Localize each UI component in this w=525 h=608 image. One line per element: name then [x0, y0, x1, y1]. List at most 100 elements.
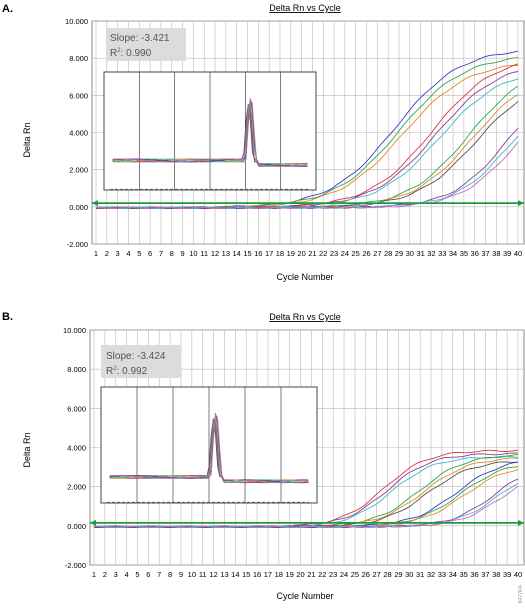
chart-panel-b: B. Delta Rn vs Cycle 1 2 3 4 5 6 7 8 9 10 11 12 13 14…	[0, 303, 525, 603]
x-tick-label: 9	[180, 249, 184, 258]
chart-b-slope: Slope: -3.424	[106, 351, 166, 362]
series-line	[95, 135, 519, 209]
chart-b-title: Delta Rn vs Cycle	[269, 312, 341, 322]
x-tick-label: 18	[275, 570, 283, 579]
x-tick-label: 33	[438, 570, 446, 579]
chart-panel-a: A. Delta Rn vs Cycle 1 2 3 4 5 6 7 8 9 10 11 12 13 14…	[0, 0, 525, 300]
x-tick-label: 5	[135, 570, 139, 579]
x-tick-label: 18	[276, 249, 284, 258]
x-tick-label: 6	[148, 249, 152, 258]
y-tick-label: 10.000	[63, 326, 86, 335]
x-tick-label: 27	[373, 249, 381, 258]
x-tick-label: 15	[242, 570, 250, 579]
x-tick-label: 4	[125, 570, 129, 579]
y-tick-label: 8.000	[67, 365, 86, 374]
x-tick-label: 29	[395, 249, 403, 258]
threshold-arrow-right	[518, 200, 524, 207]
panel-b-label: B.	[2, 311, 13, 323]
x-tick-label: 14	[232, 249, 240, 258]
chart-a-plot: 1 2 3 4 5 6 7 8 9 10 11 12 13 14 15 16 17 18 19 20 21 22 23 24 2…	[65, 17, 525, 258]
chart-a-svg: A. Delta Rn vs Cycle 1 2 3 4 5 6 7 8 9 10 11 12 13 14…	[2, 3, 525, 282]
chart-b-ylabel: Delta Rn	[22, 432, 32, 467]
y-tick-label: -2.000	[67, 240, 88, 249]
x-tick-label: 34	[449, 249, 457, 258]
x-tick-label: 22	[318, 570, 326, 579]
x-tick-label: 37	[481, 249, 489, 258]
chart-a-annotation-box	[106, 28, 186, 61]
x-tick-label: 30	[406, 249, 414, 258]
x-tick-label: 1	[94, 249, 98, 258]
inset-series-line	[112, 98, 308, 167]
chart-b-xlabel: Cycle Number	[276, 591, 333, 601]
x-tick-label: 39	[503, 570, 511, 579]
x-tick-label: 20	[297, 249, 305, 258]
x-tick-label: 10	[188, 570, 196, 579]
x-tick-label: 6	[146, 570, 150, 579]
x-tick-label: 35	[459, 570, 467, 579]
x-tick-label: 30	[405, 570, 413, 579]
chart-b-annotation-box	[101, 345, 181, 378]
x-tick-label: 24	[341, 249, 349, 258]
x-tick-label: 28	[383, 570, 391, 579]
x-tick-label: 27	[372, 570, 380, 579]
threshold-arrow-right	[518, 519, 524, 526]
x-tick-label: 32	[427, 570, 435, 579]
x-tick-label: 20	[296, 570, 304, 579]
x-tick-label: 3	[116, 249, 120, 258]
x-tick-label: 12	[211, 249, 219, 258]
x-tick-label: 16	[253, 570, 261, 579]
x-tick-label: 35	[460, 249, 468, 258]
threshold-arrow-left	[92, 200, 98, 207]
x-tick-label: 33	[438, 249, 446, 258]
x-tick-label: 39	[503, 249, 511, 258]
x-tick-label: 12	[209, 570, 217, 579]
x-tick-label: 25	[352, 249, 360, 258]
x-tick-label: 31	[416, 249, 424, 258]
x-tick-label: 19	[287, 249, 295, 258]
x-tick-label: 24	[340, 570, 348, 579]
chart-a-r2: R2: 0.990	[110, 48, 152, 59]
x-tick-label: 5	[137, 249, 141, 258]
x-tick-label: 26	[362, 249, 370, 258]
x-tick-label: 21	[307, 570, 315, 579]
chart-b-r2: R2: 0.992	[106, 366, 148, 377]
x-tick-label: 17	[265, 249, 273, 258]
x-tick-label: 14	[231, 570, 239, 579]
x-tick-label: 32	[427, 249, 435, 258]
y-tick-label: 4.000	[67, 444, 86, 453]
x-tick-label: 36	[470, 570, 478, 579]
x-tick-label: 34	[449, 570, 457, 579]
y-tick-label: 6.000	[67, 404, 86, 413]
x-tick-label: 29	[394, 570, 402, 579]
x-tick-label: 13	[220, 570, 228, 579]
chart-a-slope: Slope: -3.421	[110, 33, 170, 44]
x-tick-label: 10	[189, 249, 197, 258]
x-tick-label: 3	[114, 570, 118, 579]
x-tick-label: 26	[362, 570, 370, 579]
chart-a-title: Delta Rn vs Cycle	[269, 3, 341, 13]
x-tick-label: 8	[170, 249, 174, 258]
x-tick-label: 40	[514, 570, 522, 579]
chart-b-svg: B. Delta Rn vs Cycle 1 2 3 4 5 6 7 8 9 10 11 12 13 14…	[2, 311, 525, 601]
x-tick-label: 4	[126, 249, 130, 258]
y-tick-label: 10.000	[65, 17, 88, 26]
inset-series-line	[112, 98, 308, 167]
x-tick-label: 36	[471, 249, 479, 258]
x-tick-label: 40	[514, 249, 522, 258]
x-tick-label: 11	[200, 249, 208, 258]
x-tick-label: 2	[105, 249, 109, 258]
x-tick-label: 21	[308, 249, 316, 258]
threshold-arrow-left	[90, 519, 96, 526]
x-tick-label: 1	[92, 570, 96, 579]
chart-a-xlabel: Cycle Number	[276, 272, 333, 282]
panel-a-label: A.	[2, 3, 13, 15]
x-tick-label: 15	[243, 249, 251, 258]
x-tick-label: 38	[492, 249, 500, 258]
chart-a-ylabel: Delta Rn	[22, 122, 32, 157]
x-tick-label: 37	[481, 570, 489, 579]
series-line	[95, 141, 519, 209]
x-tick-label: 25	[351, 570, 359, 579]
x-tick-label: 8	[168, 570, 172, 579]
x-tick-label: 9	[179, 570, 183, 579]
x-tick-label: 31	[416, 570, 424, 579]
